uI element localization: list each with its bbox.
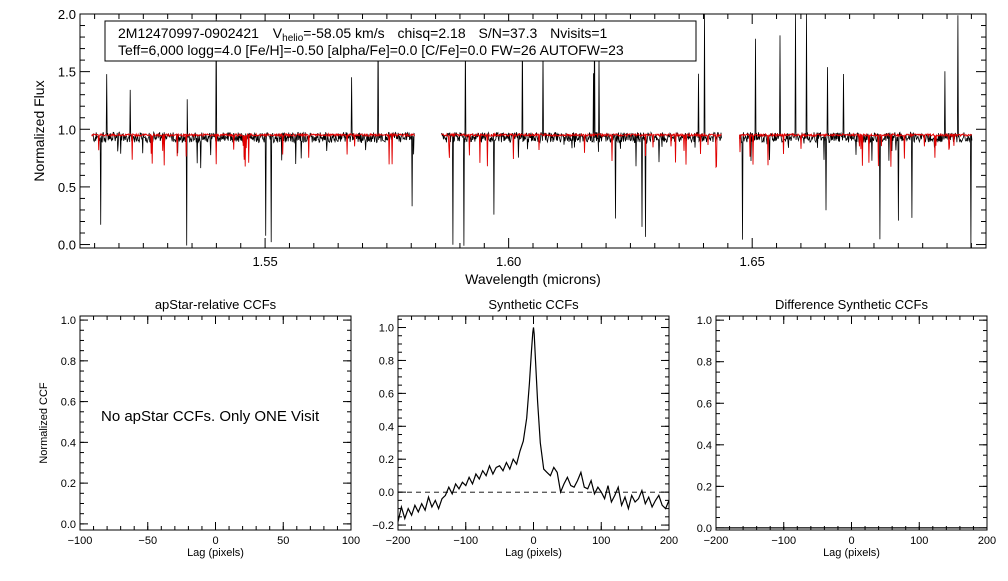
- spectrum-lines: [91, 13, 973, 249]
- info-line-2: Teff=6,000 logg=4.0 [Fe/H]=-0.50 [alpha/…: [118, 42, 624, 58]
- xtick-label: 100: [910, 535, 928, 547]
- xtick-label: −200: [704, 535, 729, 547]
- xtick-label: 200: [660, 535, 678, 547]
- synthetic-ccf-panel: Synthetic CCFs −0.2 0.0 0.2 0.4 0.6 0.8 1.0 −200…: [372, 297, 678, 559]
- xtick-label: −200: [386, 535, 411, 547]
- ytick-label: 0.0: [697, 523, 712, 535]
- ytick-label: 0.0: [61, 519, 76, 531]
- spectrum-ytick-label: 2.0: [58, 7, 76, 22]
- nvisits-value: Nvisits=1: [550, 25, 607, 41]
- ytick-label: 0.4: [379, 421, 394, 433]
- spectrum-ticks: 0.0 0.5 1.0 1.5 2.0 1.55 1.60 1.65: [58, 7, 986, 269]
- vhelio-subscript: helio: [282, 33, 304, 44]
- difference-ccf-panel: Difference Synthetic CCFs 0.0 0.2 0.4 0.6 0.8…: [697, 297, 996, 559]
- panel-frame: [397, 315, 670, 531]
- xtick-label: 50: [277, 535, 289, 547]
- vhelio-value: =-58.05 km/s: [303, 25, 384, 41]
- ytick-label: 0.6: [697, 398, 712, 410]
- panel-title: apStar-relative CCFs: [155, 297, 277, 312]
- xtick-label: 100: [342, 535, 360, 547]
- ytick-label: 0.2: [61, 478, 76, 490]
- xlabel: Lag (pixels): [505, 547, 562, 559]
- snr-value: S/N=37.3: [479, 25, 538, 41]
- xtick-label: 0: [530, 535, 536, 547]
- xtick-label: 0: [848, 535, 854, 547]
- ytick-label: 1.0: [697, 315, 712, 327]
- xtick-label: 100: [592, 535, 610, 547]
- spectrum-xtick-label: 1.60: [496, 254, 521, 269]
- synthetic-spectrum-chip-3: [739, 132, 972, 167]
- observed-spectrum-chip-3: [739, 13, 973, 249]
- ytick-label: 0.4: [61, 437, 76, 449]
- ytick-label: 0.8: [697, 357, 712, 369]
- ytick-label: 0.4: [697, 440, 712, 452]
- synthetic-spectrum-chip-1: [91, 132, 416, 167]
- ylabel: Normalized CCF: [38, 382, 50, 464]
- vhelio-label: V: [273, 25, 283, 41]
- spectrum-xlabel: Wavelength (microns): [465, 271, 601, 287]
- info-line-1: 2M12470997-0902421 Vhelio=-58.05 km/s ch…: [118, 25, 608, 44]
- ytick-label: −0.2: [372, 520, 394, 532]
- spectrum-xtick-label: 1.55: [252, 254, 277, 269]
- panel-frame: [715, 315, 988, 531]
- spectrum-ytick-label: 1.0: [58, 122, 76, 137]
- no-ccf-annotation: No apStar CCFs. Only ONE Visit: [101, 408, 320, 425]
- xlabel: Lag (pixels): [187, 547, 244, 559]
- spectrum-panel: 0.0 0.5 1.0 1.5 2.0 1.55 1.60 1.65 Wavelength (…: [31, 7, 987, 287]
- ytick-label: 1.0: [61, 315, 76, 327]
- info-box: [104, 20, 697, 62]
- observed-spectrum-chip-1: [91, 13, 415, 246]
- ytick-label: 0.6: [61, 397, 76, 409]
- chisq-value: chisq=2.18: [398, 25, 466, 41]
- synthetic-spectrum-chip-2: [441, 132, 722, 169]
- spectrum-xtick-label: 1.65: [740, 254, 765, 269]
- xlabel: Lag (pixels): [823, 547, 880, 559]
- xtick-label: 200: [978, 535, 996, 547]
- xtick-label: −100: [68, 535, 93, 547]
- spectrum-ytick-label: 0.0: [58, 238, 76, 253]
- apstar-ccf-panel: apStar-relative CCFs 0.0 0.2 0.4 0.6 0.8 1.0 −1…: [38, 297, 360, 559]
- star-id: 2M12470997-0902421: [118, 25, 259, 41]
- ytick-label: 0.2: [697, 481, 712, 493]
- ytick-label: 0.6: [379, 388, 394, 400]
- xtick-label: −100: [453, 535, 478, 547]
- ytick-label: 0.2: [379, 454, 394, 466]
- spectrum-ytick-label: 1.5: [58, 65, 76, 80]
- ccf-line: [397, 327, 670, 522]
- spectrum-ytick-label: 0.5: [58, 180, 76, 195]
- xtick-label: 0: [212, 535, 218, 547]
- ytick-label: 0.0: [379, 487, 394, 499]
- xtick-label: −100: [771, 535, 796, 547]
- panel-title: Synthetic CCFs: [488, 297, 579, 312]
- ytick-label: 0.8: [379, 355, 394, 367]
- panel-title: Difference Synthetic CCFs: [775, 297, 928, 312]
- xtick-label: −50: [138, 535, 157, 547]
- ytick-label: 0.8: [61, 356, 76, 368]
- spectrum-ylabel: Normalized Flux: [31, 80, 47, 181]
- ytick-label: 1.0: [379, 323, 394, 335]
